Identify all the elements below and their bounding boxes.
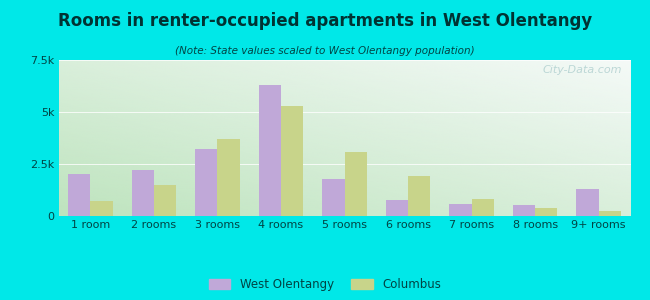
Bar: [599, 211, 621, 216]
Bar: [513, 205, 535, 216]
Bar: [577, 189, 599, 216]
Bar: [90, 201, 112, 216]
Bar: [322, 178, 344, 216]
Bar: [68, 174, 90, 216]
Bar: [259, 85, 281, 216]
Text: (Note: State values scaled to West Olentangy population): (Note: State values scaled to West Olent…: [176, 46, 474, 56]
Bar: [344, 152, 367, 216]
Bar: [131, 170, 154, 216]
Text: Rooms in renter-occupied apartments in West Olentangy: Rooms in renter-occupied apartments in W…: [58, 12, 592, 30]
Bar: [386, 200, 408, 216]
Text: City-Data.com: City-Data.com: [542, 65, 622, 75]
Bar: [408, 176, 430, 216]
Bar: [472, 200, 494, 216]
Bar: [449, 203, 472, 216]
Bar: [154, 185, 176, 216]
Bar: [217, 139, 240, 216]
Bar: [281, 106, 303, 216]
Legend: West Olentangy, Columbus: West Olentangy, Columbus: [209, 278, 441, 291]
Bar: [535, 208, 558, 216]
Bar: [195, 149, 217, 216]
